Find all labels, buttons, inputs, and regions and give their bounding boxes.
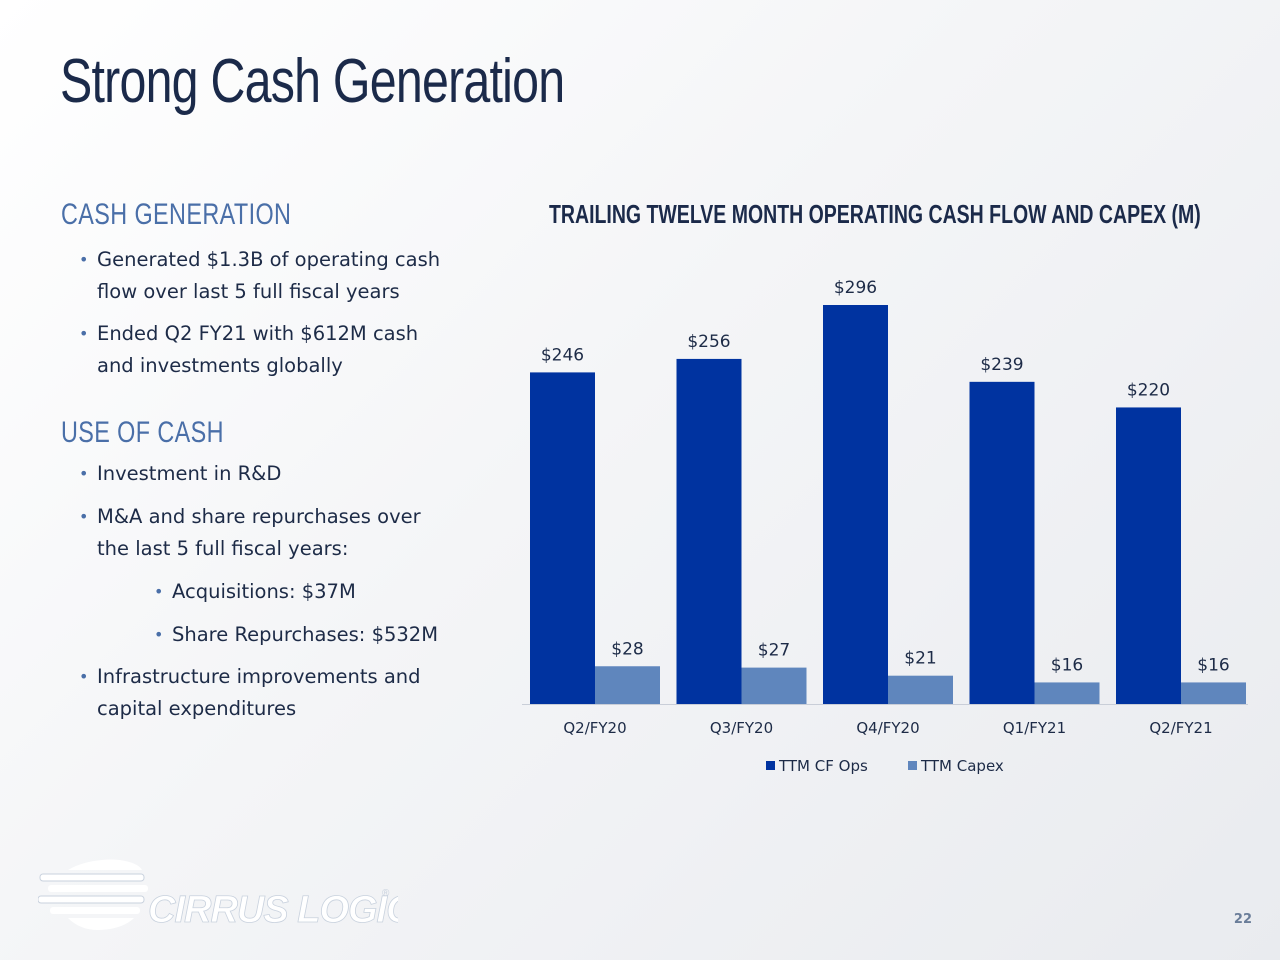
bullet-dot-icon: • bbox=[79, 324, 89, 343]
bullet-dot-icon: • bbox=[79, 464, 89, 483]
legend-label: TTM Capex bbox=[920, 757, 1004, 775]
slide-title: Strong Cash Generation bbox=[60, 47, 565, 116]
bullet-line: Investment in R&D bbox=[97, 462, 282, 485]
bullet-line: and investments globally bbox=[97, 354, 343, 377]
bullet-line: Ended Q2 FY21 with $612M cash bbox=[97, 322, 419, 345]
data-label: $27 bbox=[758, 641, 790, 661]
data-label: $21 bbox=[904, 649, 936, 669]
bar-ttm-cf-ops-3 bbox=[969, 381, 1035, 704]
x-tick-label: Q1/FY21 bbox=[1003, 719, 1066, 737]
x-tick-label: Q2/FY20 bbox=[563, 719, 626, 737]
bullet-line: M&A and share repurchases over bbox=[97, 505, 421, 528]
bullet-line: Generated $1.3B of operating cash bbox=[97, 248, 441, 271]
x-tick-label: Q2/FY21 bbox=[1149, 719, 1212, 737]
data-label: $296 bbox=[834, 278, 877, 298]
bar-ttm-cf-ops-1 bbox=[676, 358, 742, 704]
bullet-dot-icon: • bbox=[79, 507, 89, 526]
data-label: $28 bbox=[611, 639, 643, 659]
chart-title: TRAILING TWELVE MONTH OPERATING CASH FLO… bbox=[549, 199, 1201, 229]
sub-bullet-share-repurchases: • Share Repurchases: $532M bbox=[154, 619, 439, 651]
legend-swatch bbox=[908, 761, 917, 770]
bullet-line: capital expenditures bbox=[97, 697, 297, 720]
bullet-dot-icon: • bbox=[79, 250, 89, 269]
page-number: 22 bbox=[1233, 912, 1252, 927]
bar-ttm-cf-ops-4 bbox=[1116, 407, 1181, 704]
sub-bullet-acquisitions: • Acquisitions: $37M bbox=[154, 576, 356, 608]
bullet-mna: • M&A and share repurchases over the las… bbox=[79, 501, 421, 565]
data-label: $220 bbox=[1127, 380, 1170, 400]
logo-text: CIRRUS LOGIC bbox=[148, 889, 398, 931]
bullet-line: Share Repurchases: $532M bbox=[172, 623, 439, 646]
bar-ttm-cf-ops-0 bbox=[530, 372, 595, 704]
logo-swoosh-icon bbox=[38, 859, 148, 930]
legend-swatch bbox=[766, 761, 775, 770]
bullet-line: the last 5 full fiscal years: bbox=[97, 537, 349, 560]
bar-ttm-capex-2 bbox=[888, 675, 953, 704]
section-heading-cash-generation: CASH GENERATION bbox=[61, 198, 292, 231]
legend-label: TTM CF Ops bbox=[778, 757, 868, 775]
bullet-dot-icon: • bbox=[154, 582, 164, 601]
bullet-cash-investments: • Ended Q2 FY21 with $612M cash and inve… bbox=[79, 318, 419, 382]
bar-ttm-cf-ops-2 bbox=[823, 305, 888, 704]
x-tick-label: Q4/FY20 bbox=[856, 719, 919, 737]
bullet-operating-cash: • Generated $1.3B of operating cash flow… bbox=[79, 244, 441, 308]
bullet-line: Infrastructure improvements and bbox=[97, 665, 421, 688]
bullet-line: Acquisitions: $37M bbox=[172, 580, 356, 603]
data-label: $246 bbox=[541, 345, 584, 365]
bullet-rnd: • Investment in R&D bbox=[79, 458, 282, 490]
section-heading-use-of-cash: USE OF CASH bbox=[61, 416, 224, 449]
x-tick-label: Q3/FY20 bbox=[710, 719, 773, 737]
bar-ttm-capex-1 bbox=[741, 667, 807, 704]
data-label: $239 bbox=[980, 355, 1023, 375]
cirrus-logic-logo: CIRRUS LOGIC ® bbox=[38, 859, 398, 931]
data-label: $16 bbox=[1051, 655, 1083, 675]
bar-ttm-capex-0 bbox=[595, 666, 660, 704]
bullet-dot-icon: • bbox=[154, 625, 164, 644]
bullet-infrastructure: • Infrastructure improvements and capita… bbox=[79, 661, 421, 725]
logo-registered-mark: ® bbox=[382, 888, 390, 899]
bar-ttm-capex-4 bbox=[1181, 682, 1246, 704]
bullet-dot-icon: • bbox=[79, 667, 89, 686]
bullet-line: flow over last 5 full fiscal years bbox=[97, 280, 400, 303]
data-label: $16 bbox=[1197, 655, 1229, 675]
data-label: $256 bbox=[687, 332, 730, 352]
bar-ttm-capex-3 bbox=[1034, 682, 1100, 704]
